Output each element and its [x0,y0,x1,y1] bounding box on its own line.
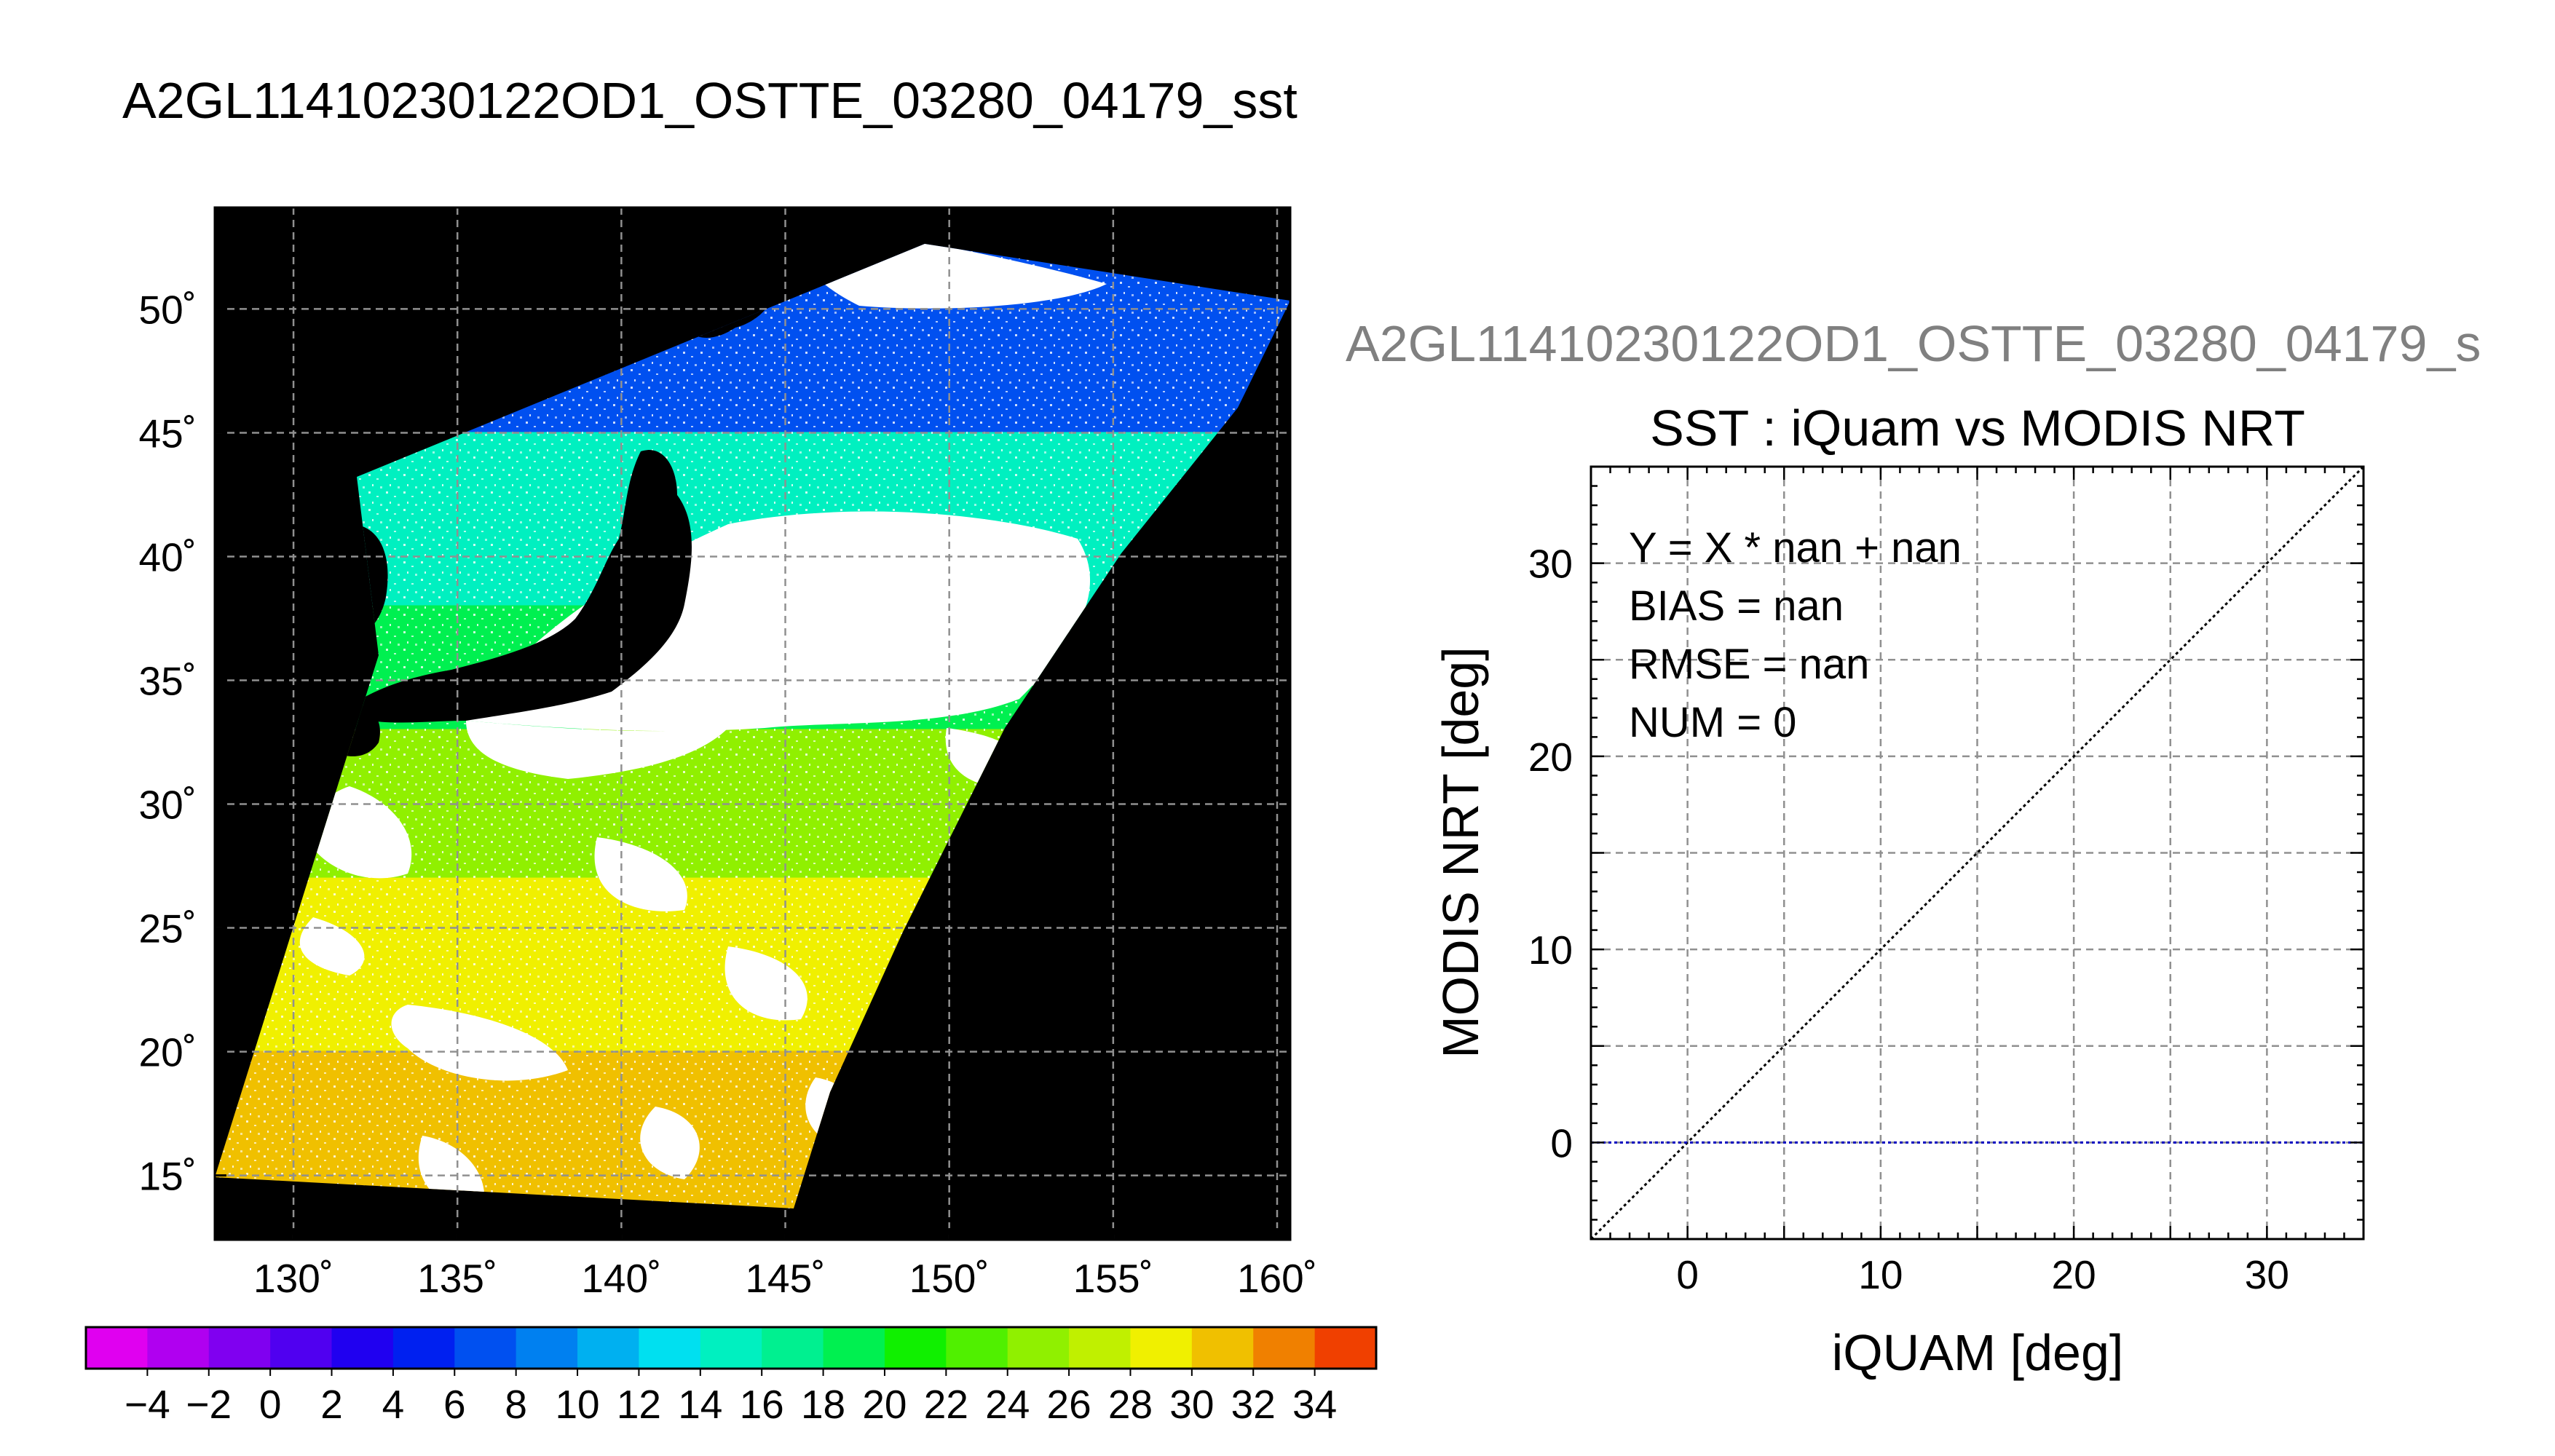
colorbar-cell [577,1327,639,1369]
colorbar-cell [454,1327,517,1369]
colorbar-cell [762,1327,824,1369]
scatter-xtick-label: 0 [1676,1252,1699,1297]
colorbar-label: 6 [443,1382,466,1427]
map-ytick-label: 50˚ [139,287,197,332]
colorbar-cell [1314,1327,1377,1369]
japan-main-land [342,450,692,723]
scatter-annotation: RMSE = nan [1629,641,1869,688]
map-xtick-label: 155˚ [1073,1256,1153,1301]
map-gridlines [215,207,1290,1240]
colorbar-cell [270,1327,333,1369]
scatter-line-one-to-one [1591,467,2364,1239]
map-ytick-label: 15˚ [139,1154,197,1199]
colorbar-cell [1253,1327,1316,1369]
colorbar-label: 34 [1292,1382,1337,1427]
colorbar-labels: −4 −2 0 2 4 6 8 10 12 14 16 18 20 22 24 26 28 30 32 34 [125,1369,1337,1427]
map-ytick-label: 40˚ [139,534,197,579]
colorbar-label: 26 [1047,1382,1091,1427]
scatter-ytick-label: 30 [1528,542,1573,587]
colorbar-cell [1191,1327,1254,1369]
map-title: A2GL11410230122OD1_OSTTE_03280_04179_sst [122,72,1298,129]
colorbar-label: 20 [862,1382,907,1427]
colorbar-cell [639,1327,701,1369]
colorbar-label: −4 [125,1382,170,1427]
colorbar-label: 2 [320,1382,343,1427]
colorbar: −4 −2 0 2 4 6 8 10 12 14 16 18 20 22 24 26 28 30 32 34 [84,1326,1378,1427]
colorbar-label: 32 [1231,1382,1276,1427]
colorbar-cell [1007,1327,1070,1369]
map-xtick-label: 160˚ [1237,1256,1317,1301]
map-ytick-label: 30˚ [139,783,197,828]
scatter-annotation: Y = X * nan + nan [1629,524,1962,571]
colorbar-label: 10 [555,1382,599,1427]
colorbar-label: 16 [740,1382,784,1427]
colorbar-label: 4 [382,1382,405,1427]
colorbar-label: 30 [1169,1382,1214,1427]
map-frame [213,206,1292,1241]
colorbar-label: 0 [259,1382,282,1427]
map-ytick-label: 45˚ [139,411,197,456]
colorbar-cell [86,1327,148,1369]
sst-map: 130˚ 135˚ 140˚ 145˚ 150˚ 155˚ 160˚ 15˚ 20˚ 25˚ 30˚… [139,206,1318,1301]
scatter-lines [1591,467,2364,1239]
colorbar-frame [84,1326,1378,1370]
colorbar-label: 12 [617,1382,661,1427]
colorbar-cell [147,1327,210,1369]
colorbar-cell [392,1327,455,1369]
colorbar-cells [86,1327,1377,1369]
colorbar-cell [700,1327,762,1369]
map-xtick-label: 140˚ [581,1256,661,1301]
colorbar-cell [331,1327,394,1369]
colorbar-cell [884,1327,947,1369]
map-ytick-label: 20˚ [139,1030,197,1075]
map-xtick-label: 145˚ [745,1256,825,1301]
colorbar-label: −2 [186,1382,232,1427]
colorbar-cell [1130,1327,1193,1369]
map-xtick-label: 130˚ [253,1256,333,1301]
map-ytick-label: 35˚ [139,658,197,703]
scatter-annotation: BIAS = nan [1629,582,1844,630]
scatter-annotation: NUM = 0 [1629,699,1796,746]
colorbar-label: 22 [924,1382,968,1427]
colorbar-cell [823,1327,885,1369]
scatter-title: SST : iQuam vs MODIS NRT [1650,400,2305,456]
colorbar-label: 24 [985,1382,1030,1427]
colorbar-cell [946,1327,1008,1369]
colorbar-cell [1069,1327,1131,1369]
map-xtick-label: 150˚ [909,1256,990,1301]
scatter-xtick-label: 30 [2245,1252,2289,1297]
scatter-ylabel: MODIS NRT [deg] [1432,646,1489,1058]
scatter-xlabel: iQUAM [deg] [1832,1324,2124,1381]
colorbar-cell [516,1327,578,1369]
scatter-ytick-label: 10 [1528,927,1573,973]
scatter-chart: SST : iQuam vs MODIS NRT 0 10 20 300102030 … [1432,400,2365,1381]
colorbar-label: 18 [801,1382,845,1427]
map-ytick-label: 25˚ [139,906,197,951]
colorbar-cell [208,1327,271,1369]
colorbar-label: 14 [678,1382,722,1427]
scatter-header: A2GL11410230122OD1_OSTTE_03280_04179_s [1346,315,2481,372]
map-xtick-label: 135˚ [417,1256,497,1301]
colorbar-label: 28 [1108,1382,1153,1427]
map-axis-ticks: 130˚ 135˚ 140˚ 145˚ 150˚ 155˚ 160˚ 15˚ 20˚ 25˚ 30˚… [139,287,1318,1301]
scatter-annotations: Y = X * nan + nan BIAS = nan RMSE = nan NUM… [1629,524,1962,746]
scatter-gridlines [1591,467,2364,1239]
scatter-axis-ticks: 0 10 20 30 0 10 20 30 [1528,467,2364,1297]
colorbar-label: 8 [505,1382,527,1427]
scatter-ytick-label: 20 [1528,735,1573,780]
scatter-xtick-label: 10 [1858,1252,1903,1297]
scatter-ytick-label: 0 [1550,1120,1573,1166]
scatter-xtick-label: 20 [2052,1252,2096,1297]
